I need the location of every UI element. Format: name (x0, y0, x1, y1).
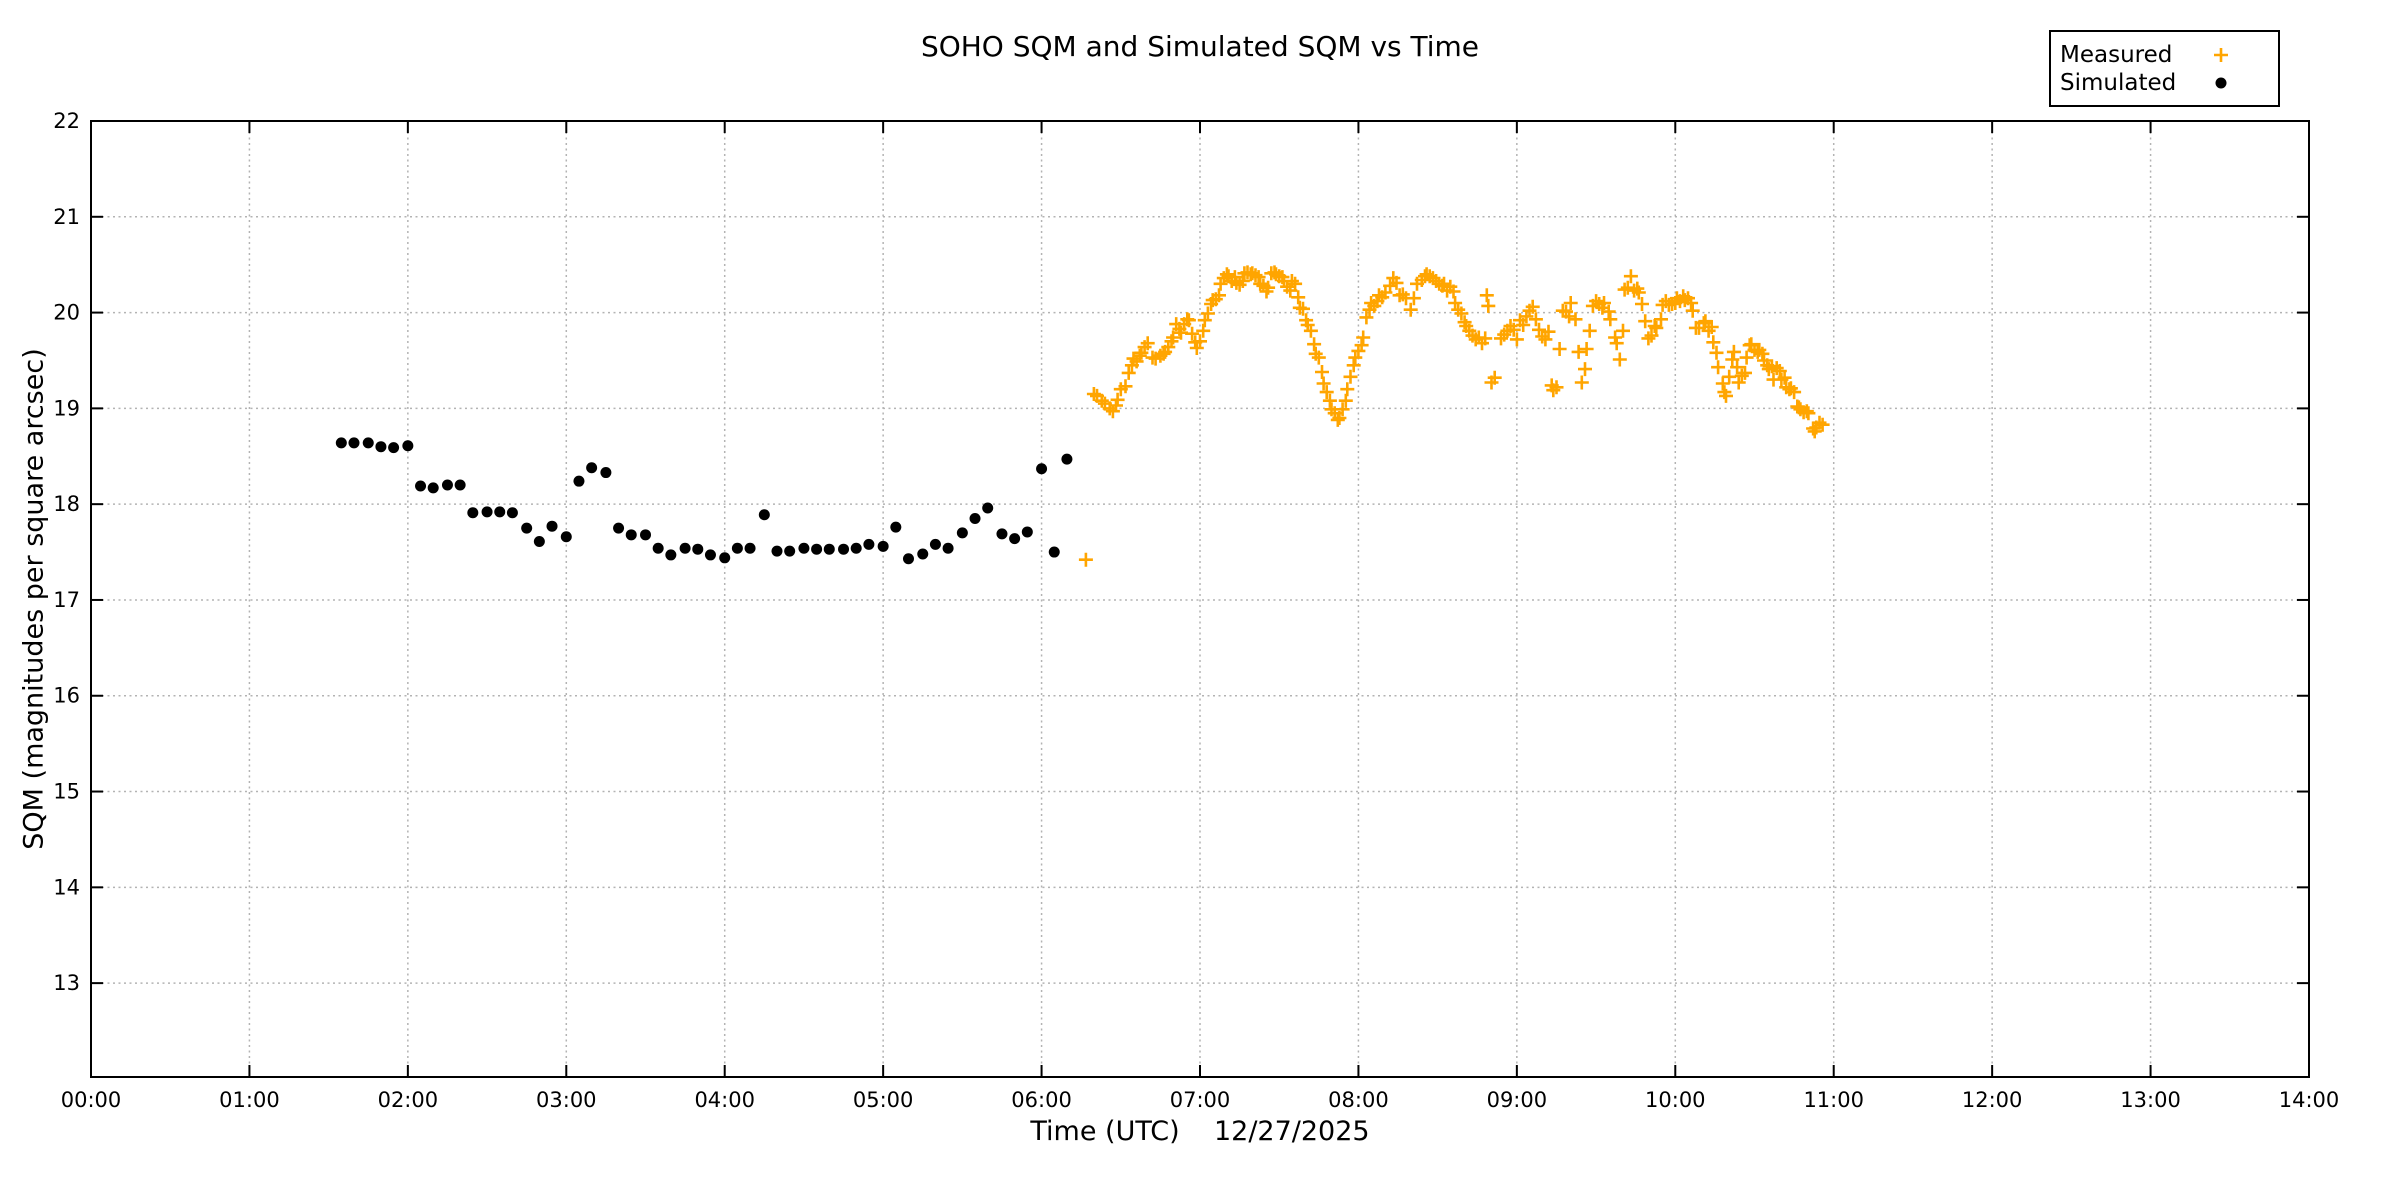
y-tick-label: 18 (53, 492, 80, 516)
simulated-point (454, 479, 466, 491)
y-tick-label: 20 (53, 301, 80, 325)
simulated-point (1021, 526, 1033, 538)
x-axis-label: Time (UTC) 12/27/2025 (1030, 1116, 1370, 1147)
simulated-point (652, 542, 664, 554)
x-tick-label: 11:00 (1803, 1088, 1864, 1112)
simulated-point (811, 543, 823, 555)
simulated-point (640, 529, 651, 541)
y-tick-label: 14 (53, 875, 80, 899)
simulated-point (758, 509, 770, 521)
simulated-point (692, 543, 704, 555)
simulated-point (600, 467, 612, 479)
simulated-point (335, 437, 347, 449)
simulated-point (521, 522, 533, 534)
y-tick-label: 22 (53, 109, 80, 133)
x-tick-label: 04:00 (694, 1088, 755, 1112)
simulated-point (982, 502, 994, 514)
y-tick-label: 15 (53, 780, 80, 804)
x-tick-label: 06:00 (1011, 1088, 1072, 1112)
measured-points (1078, 265, 1830, 567)
x-tick-label: 03:00 (536, 1088, 597, 1112)
simulated-point (902, 553, 914, 565)
simulated-point (665, 549, 677, 561)
simulated-point (388, 442, 400, 454)
x-tick-label: 07:00 (1170, 1088, 1231, 1112)
simulated-point (956, 527, 968, 539)
simulated-point (877, 540, 889, 552)
y-tick-label: 21 (53, 205, 80, 229)
x-tick-label: 08:00 (1328, 1088, 1389, 1112)
simulated-point (863, 538, 875, 550)
simulated-point (348, 437, 360, 449)
legend: Measured Simulated (2049, 30, 2280, 107)
x-tick-label: 13:00 (2120, 1088, 2181, 1112)
x-tick-label: 00:00 (61, 1088, 122, 1112)
y-tick-label: 19 (53, 396, 80, 420)
simulated-point (506, 507, 518, 519)
simulated-point (494, 506, 506, 518)
simulated-point (375, 441, 387, 453)
simulated-point (917, 548, 929, 560)
measured-plus-icon (2206, 43, 2236, 67)
y-tick-label: 17 (53, 588, 80, 612)
simulated-point (402, 440, 414, 452)
simulated-point (942, 542, 954, 554)
simulated-point (798, 542, 810, 554)
simulated-point (362, 437, 374, 449)
legend-label-simulated: Simulated (2060, 69, 2177, 96)
simulated-point (679, 542, 691, 554)
simulated-point (929, 538, 941, 550)
simulated-point (890, 521, 902, 533)
simulated-point (533, 536, 545, 548)
simulated-point (546, 520, 558, 532)
simulated-point (823, 543, 835, 555)
simulated-dot-icon (2206, 71, 2236, 95)
simulated-point (481, 506, 493, 518)
simulated-point (704, 549, 716, 561)
simulated-point (1061, 453, 1073, 465)
simulated-point (1009, 533, 1021, 545)
simulated-point (969, 513, 981, 525)
simulated-point (784, 545, 796, 557)
simulated-point (838, 543, 850, 555)
simulated-point (771, 545, 783, 557)
simulated-point (625, 529, 637, 541)
y-tick-label: 16 (53, 684, 80, 708)
simulated-point (996, 528, 1008, 540)
x-tick-label: 10:00 (1645, 1088, 1706, 1112)
legend-label-measured: Measured (2060, 41, 2173, 68)
simulated-point (441, 479, 453, 491)
simulated-point (613, 522, 625, 534)
simulated-point (850, 542, 862, 554)
legend-row-measured: Measured (2051, 41, 2278, 69)
simulated-point (744, 542, 756, 554)
x-tick-label: 05:00 (853, 1088, 914, 1112)
chart-title: SOHO SQM and Simulated SQM vs Time (920, 30, 1480, 63)
simulated-point (731, 542, 743, 554)
simulated-point (586, 462, 598, 474)
simulated-point (1036, 463, 1048, 475)
simulated-point (415, 480, 427, 492)
simulated-point (560, 531, 572, 543)
legend-row-simulated: Simulated (2051, 69, 2278, 97)
x-tick-label: 09:00 (1487, 1088, 1548, 1112)
x-tick-label: 02:00 (378, 1088, 439, 1112)
y-tick-label: 13 (53, 971, 80, 995)
simulated-point (573, 475, 585, 487)
y-axis-label: SQM (magnitudes per square arcsec) (18, 348, 50, 850)
simulated-point (427, 482, 439, 494)
simulated-point (1048, 546, 1060, 558)
simulated-point (467, 507, 479, 519)
x-tick-label: 01:00 (219, 1088, 280, 1112)
simulated-point (719, 552, 731, 564)
x-tick-label: 14:00 (2279, 1088, 2340, 1112)
x-tick-label: 12:00 (1962, 1088, 2023, 1112)
